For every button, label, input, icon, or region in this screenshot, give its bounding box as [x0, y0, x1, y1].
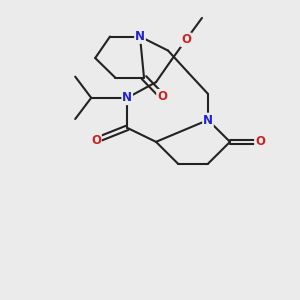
- Text: O: O: [255, 135, 265, 148]
- Text: N: N: [122, 91, 132, 104]
- Text: O: O: [91, 134, 101, 147]
- Text: O: O: [157, 90, 167, 103]
- Text: N: N: [135, 30, 145, 43]
- Text: N: N: [203, 113, 213, 127]
- Text: O: O: [181, 33, 191, 46]
